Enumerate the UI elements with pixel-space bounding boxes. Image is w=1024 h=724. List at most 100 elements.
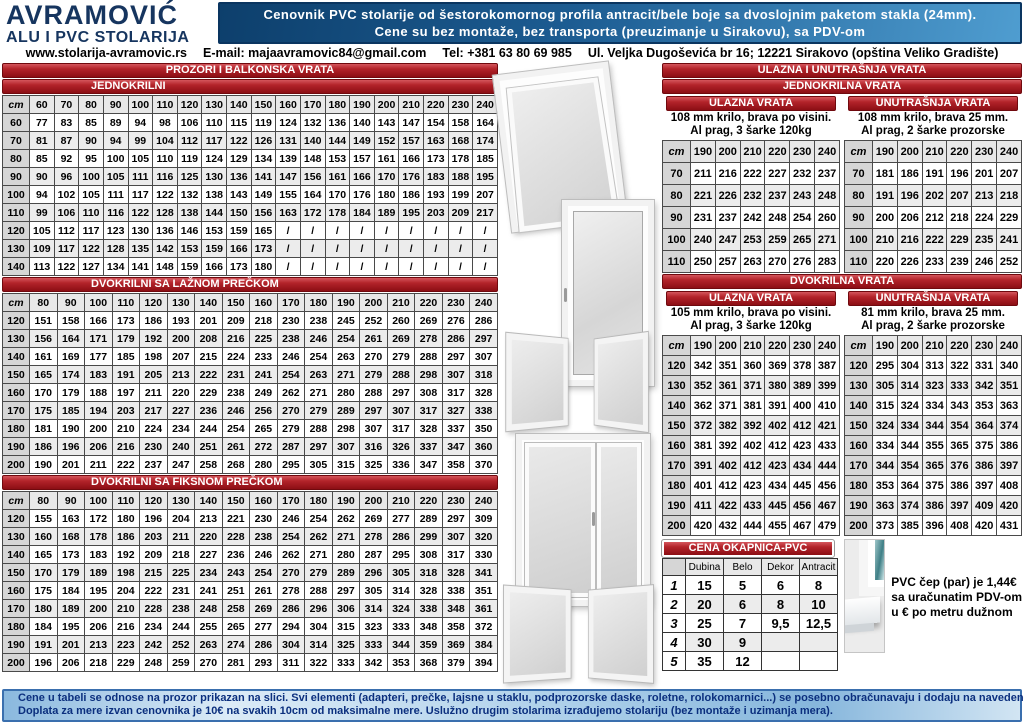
price-cell: 173 xyxy=(56,545,86,564)
price-cell: 185 xyxy=(56,401,86,420)
table-row: 170 175 185 194 203 217 227 236 246 256 270 279 289 2… xyxy=(2,401,498,420)
price-cell: 83 xyxy=(53,113,80,132)
col-header: 160 xyxy=(275,95,301,114)
price-cell: 186 xyxy=(398,185,424,204)
price-cell: 234 xyxy=(139,617,168,636)
price-cell: 269 xyxy=(414,311,443,330)
col-header: 210 xyxy=(386,491,416,510)
doors-section-title: ULAZNA I UNUTRAŠNJA VRATA xyxy=(662,63,1022,78)
price-cell: 279 xyxy=(304,563,333,582)
price-cell: 195 xyxy=(398,203,424,222)
okapnica-block: CENA OKAPNICA-PVC Dubina Belo Dekor Antraci… xyxy=(661,539,838,671)
price-cell: 216 xyxy=(896,228,923,251)
price-cell: / xyxy=(423,221,449,240)
table-row: 140 362 371 381 391 400 410 xyxy=(662,395,840,416)
price-cell: 94 xyxy=(102,131,129,150)
price-cell: 213 xyxy=(971,184,998,207)
table-row: 140 315 324 334 343 353 363 xyxy=(844,395,1022,416)
price-cell: 360 xyxy=(469,437,498,456)
price-cell: 180 xyxy=(29,599,58,618)
table-row: 90 200 206 212 218 224 229 xyxy=(844,206,1022,229)
price-cell: 147 xyxy=(275,167,301,186)
desc-line2: Al prag, 3 šarke 120kg xyxy=(690,320,812,332)
col-header: 110 xyxy=(111,491,141,510)
col-header: 120 xyxy=(176,95,203,114)
price-table: cm 190 200 210 220 230 240 70 181 186 191 196 201 207… xyxy=(844,140,1022,273)
price-cell: / xyxy=(447,221,474,240)
price-cell: 259 xyxy=(764,228,791,251)
price-cell: 286 xyxy=(249,635,278,654)
price-cell: 116 xyxy=(152,167,178,186)
price-cell: 149 xyxy=(349,131,375,150)
price-cell: 288 xyxy=(304,419,333,438)
price-cell: 350 xyxy=(469,419,498,438)
price-cell: 135 xyxy=(127,239,154,258)
price-cell: 191 xyxy=(921,162,948,185)
price-cell: 132 xyxy=(176,185,203,204)
price-cell: 233 xyxy=(921,250,948,273)
price-cell: 333 xyxy=(331,653,361,672)
price-cell: 254 xyxy=(276,365,306,384)
price-cell: 231 xyxy=(166,581,196,600)
price-cell: 225 xyxy=(249,329,278,348)
price-cell: 420 xyxy=(690,515,716,536)
price-cell: 105 xyxy=(102,167,129,186)
price-cell: / xyxy=(349,221,375,240)
price-cell: 387 xyxy=(814,355,840,376)
price-cell: 141 xyxy=(127,257,154,276)
price-cell: 136 xyxy=(152,221,178,240)
price-cell: 352 xyxy=(690,375,716,396)
price-cell: 228 xyxy=(221,527,251,546)
unutrasnja-vrata-desc: 81 mm krilo, brava 25 mm. Al prag, 2 šar… xyxy=(844,307,1022,333)
price-cell: 271 xyxy=(331,365,361,384)
price-cell: 323 xyxy=(359,617,388,636)
desc-line2: Al prag, 2 šarke prozorske xyxy=(861,320,1005,332)
price-cell: 408 xyxy=(946,515,973,536)
price-cell: 173 xyxy=(250,239,277,258)
price-cell: 200 xyxy=(166,329,196,348)
col-header: 80 xyxy=(29,491,58,510)
price-cell: 231 xyxy=(690,206,716,229)
price-cell: 207 xyxy=(996,162,1022,185)
price-cell: 431 xyxy=(996,515,1022,536)
price-cell: 258 xyxy=(194,455,223,474)
desc-line1: 81 mm krilo, brava 25 mm. xyxy=(861,307,1005,319)
price-cell: 185 xyxy=(111,347,141,366)
price-cell: 209 xyxy=(139,545,168,564)
price-cell: 115 xyxy=(226,113,252,132)
price-cell: 196 xyxy=(896,184,923,207)
price-cell: 225 xyxy=(166,563,196,582)
table-row: 170 180 189 200 210 228 238 248 258 269 286 296 306 3… xyxy=(2,599,498,618)
price-cell: 297 xyxy=(469,329,498,348)
ulazna-vrata-title: ULAZNA VRATA xyxy=(666,96,836,111)
price-cell: 196 xyxy=(946,162,973,185)
table-row: 140 113 122 127 134 141 148 159 166 173 180// / / / / /… xyxy=(2,257,498,276)
row-header: 190 xyxy=(2,437,30,456)
email-link[interactable]: E-mail: majaavramovic84@gmail.com xyxy=(203,46,427,60)
price-cell: 268 xyxy=(221,455,251,474)
price-cell: 210 xyxy=(111,419,141,438)
price-cell: 260 xyxy=(386,311,416,330)
price-cell: 179 xyxy=(111,329,141,348)
price-cell: 278 xyxy=(359,527,388,546)
price-cell: 318 xyxy=(414,563,443,582)
col-header: 70 xyxy=(53,95,80,114)
col-header: 240 xyxy=(469,293,498,312)
price-cell: 196 xyxy=(56,437,86,456)
ulazna-vrata-desc: 105 mm krilo, brava po visini. Al prag, … xyxy=(662,307,840,333)
col-header: 200 xyxy=(714,335,741,356)
price-cell: 143 xyxy=(226,185,252,204)
price-cell: 258 xyxy=(221,599,251,618)
price-cell: 140 xyxy=(349,113,375,132)
website-link[interactable]: www.stolarija-avramovic.rs xyxy=(25,46,188,60)
price-cell: 169 xyxy=(56,347,86,366)
row-header: 160 xyxy=(2,383,30,402)
price-cell: 199 xyxy=(447,185,474,204)
price-cell: 157 xyxy=(398,131,424,150)
price-cell: / xyxy=(398,257,424,276)
price-cell: 157 xyxy=(349,149,375,168)
row-header: 140 xyxy=(844,395,873,416)
price-cell: 251 xyxy=(221,581,251,600)
jednokrilna-ulazna-block: ULAZNA VRATA 108 mm krilo, brava po visi… xyxy=(662,95,840,273)
price-cell: 265 xyxy=(789,228,816,251)
